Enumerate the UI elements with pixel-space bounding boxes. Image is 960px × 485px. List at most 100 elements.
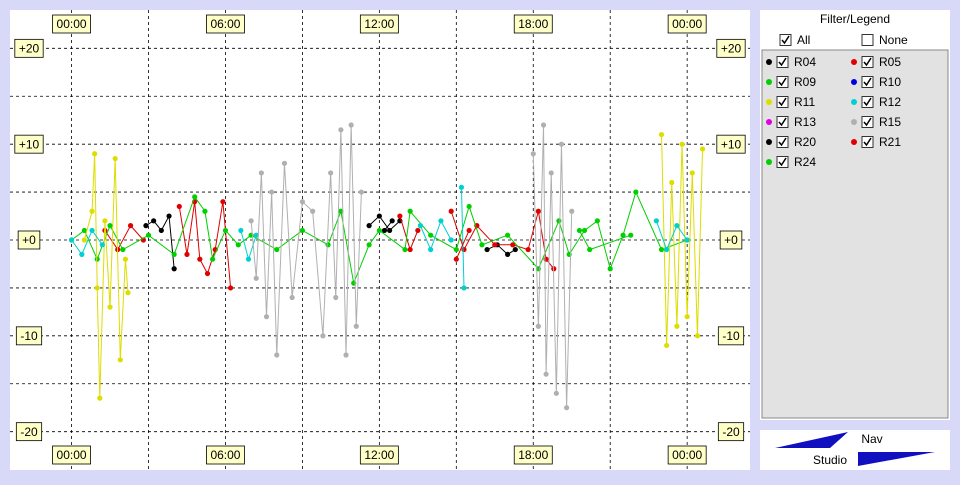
x-tick-label-box [52,445,91,465]
data-point [299,199,306,205]
x-tick-label-box [667,445,707,465]
data-point [127,223,134,229]
data-point [428,246,434,253]
data-point [466,227,472,234]
data-point [505,251,511,257]
legend-swatch [766,79,772,85]
y-tick-label-box [17,230,41,250]
legend-checkbox[interactable] [861,136,874,148]
x-tick-label-box [52,14,91,34]
data-point [407,208,413,214]
legend-label: R24 [794,155,816,169]
x-tick-label: 00:00 [672,17,702,31]
logo-shape [858,452,935,466]
check-mark [863,57,872,67]
data-point [253,275,259,281]
x-tick-label: 12:00 [364,448,394,462]
data-point [348,122,354,128]
y-tick-label-box [717,326,745,346]
data-point [628,232,634,238]
data-point [466,203,472,210]
data-point [381,227,388,234]
legend-checkbox[interactable] [861,96,874,108]
legend-checkbox[interactable] [776,56,789,68]
data-point [158,227,164,234]
series-line [104,224,144,251]
x-tick-label-box [359,445,399,465]
data-point [587,246,593,253]
data-point [684,237,690,243]
data-point [310,208,316,214]
y-tick-label-box [716,134,746,154]
series-line [368,215,401,232]
data-point [548,170,554,176]
legend-swatch [766,159,772,165]
x-tick-label-box [513,445,553,465]
data-point [553,390,559,396]
data-point [258,170,264,176]
data-point [325,242,331,248]
legend-swatch [851,119,857,125]
data-point [505,232,511,238]
filter-all-label: All [797,33,810,47]
legend-checkbox[interactable] [776,116,789,128]
data-point [376,227,382,234]
legend-checkbox[interactable] [861,56,874,68]
x-tick-label-box [206,14,245,34]
data-point [535,208,541,214]
data-point [530,151,536,157]
check-mark [778,137,787,147]
data-point [525,246,531,253]
data-point [479,242,485,248]
x-tick-label-box [359,14,399,34]
data-point [556,218,562,224]
data-point [125,290,131,296]
legend-checkbox[interactable] [861,116,874,128]
check-mark [778,57,787,67]
x-tick-label: 18:00 [518,17,548,31]
data-point [289,294,295,301]
x-tick-label: 00:00 [57,448,87,462]
legend-checkbox[interactable] [776,96,789,108]
check-mark [863,117,872,127]
legend-checkbox[interactable] [776,156,789,168]
legend-label: R04 [794,55,816,69]
legend-label: R10 [879,75,901,89]
data-point [510,242,516,248]
data-point [448,237,454,243]
data-point [664,342,670,349]
data-point [81,237,87,243]
y-tick-label: -10 [20,329,38,343]
data-point [97,395,103,401]
series-line [250,124,362,356]
data-point [227,285,234,291]
y-tick-label-box [15,422,43,442]
data-point [171,266,177,272]
data-point [338,208,344,214]
data-point [299,227,306,234]
data-point [397,213,403,219]
legend-checkbox[interactable] [776,136,789,148]
data-point [343,352,349,358]
legend-swatch [766,59,772,65]
data-point [92,151,98,157]
data-point [438,218,444,224]
data-point [122,256,129,262]
data-point [699,146,706,152]
data-point [274,352,280,358]
x-tick-label: 12:00 [364,17,394,31]
series-line [419,219,452,251]
y-tick-label: +10 [721,137,742,151]
data-point [204,270,211,277]
filter-all-checkbox[interactable] [779,34,792,46]
data-point [461,246,467,253]
legend-checkbox[interactable] [861,76,874,88]
legend-checkbox[interactable] [776,76,789,88]
filter-none-checkbox[interactable] [861,34,874,46]
check-mark [778,117,787,127]
check-mark [863,97,872,107]
y-tick-label-box [14,134,44,154]
data-point [543,371,549,377]
check-mark [863,77,872,87]
x-tick-label: 06:00 [210,448,240,462]
